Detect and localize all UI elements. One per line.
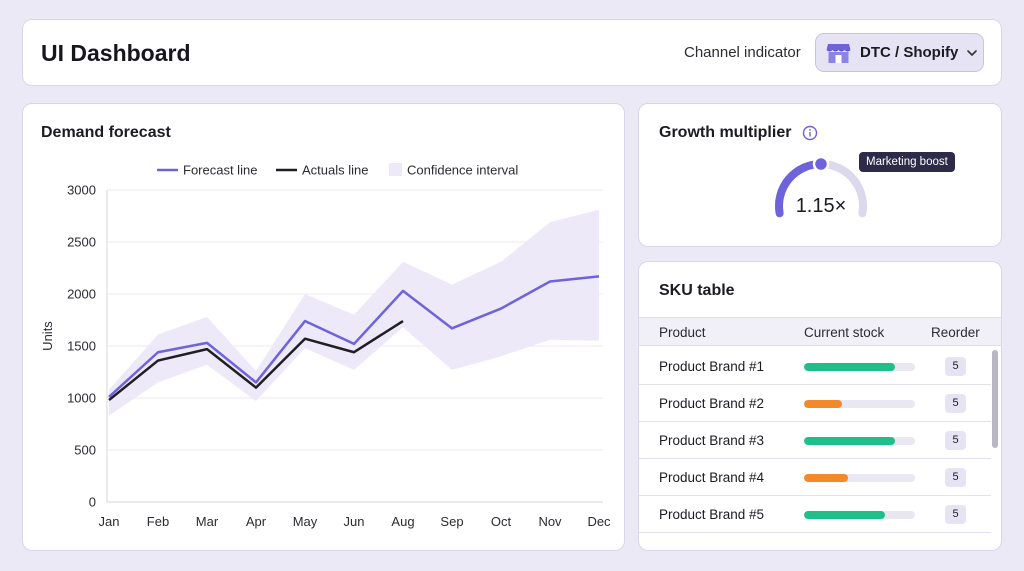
store-icon xyxy=(826,43,851,63)
x-tick-label: Aug xyxy=(391,514,414,529)
legend-actuals-label: Actuals line xyxy=(302,163,368,178)
stock-bar xyxy=(804,400,915,408)
channel-indicator-label: Channel indicator xyxy=(684,44,801,61)
scrollbar-thumb[interactable] xyxy=(992,350,998,448)
legend-confidence-label: Confidence interval xyxy=(407,163,518,178)
x-tick-label: Jun xyxy=(344,514,365,529)
stock-bar-fill xyxy=(804,363,896,371)
table-row[interactable]: Product Brand #2 5 xyxy=(639,385,991,422)
product-name: Product Brand #4 xyxy=(659,470,765,485)
y-tick-label: 0 xyxy=(89,495,96,510)
chart-legend: Forecast line Actuals line Confidence in… xyxy=(157,163,518,178)
column-header-product[interactable]: Product xyxy=(659,325,706,340)
reorder-badge[interactable]: 5 xyxy=(945,505,966,524)
gauge-value: 1.15× xyxy=(796,195,847,217)
x-tick-label: Mar xyxy=(196,514,219,529)
table-row[interactable]: Product Brand #3 5 xyxy=(639,422,991,459)
channel-value: DTC / Shopify xyxy=(860,44,959,61)
y-axis-label: Units xyxy=(40,321,55,351)
stock-bar xyxy=(804,437,915,445)
x-tick-label: Nov xyxy=(538,514,562,529)
x-tick-label: May xyxy=(293,514,318,529)
y-tick-label: 2500 xyxy=(67,235,96,250)
header-bar: UI Dashboard Channel indicator DTC / Sho… xyxy=(22,19,1002,86)
forecast-line xyxy=(108,275,600,398)
gauge-handle[interactable] xyxy=(812,155,830,173)
forecast-chart: Forecast line Actuals line Confidence in… xyxy=(40,163,611,530)
legend-forecast-label: Forecast line xyxy=(183,163,257,178)
column-header-reorder[interactable]: Reorder xyxy=(931,325,980,340)
forecast-title: Demand forecast xyxy=(41,124,171,141)
product-name: Product Brand #3 xyxy=(659,433,765,448)
info-icon[interactable] xyxy=(802,125,818,141)
reorder-badge[interactable]: 5 xyxy=(945,357,966,376)
confidence-interval-band xyxy=(109,209,599,416)
actuals-line xyxy=(108,319,404,402)
sku-table-card: SKU table Product Current stock Reorder … xyxy=(638,261,1002,551)
page-title: UI Dashboard xyxy=(41,40,191,66)
y-tick-label: 3000 xyxy=(67,183,96,198)
table-row[interactable]: Product Brand #1 5 xyxy=(639,348,991,385)
growth-title: Growth multiplier xyxy=(659,124,792,141)
marketing-boost-tooltip: Marketing boost xyxy=(859,152,955,172)
stock-bar-fill xyxy=(804,511,886,519)
y-tick-label: 500 xyxy=(74,443,96,458)
growth-multiplier-card: Growth multiplier 1.15× Marketing boost xyxy=(638,103,1002,247)
x-tick-label: Apr xyxy=(246,514,267,529)
x-tick-label: Oct xyxy=(491,514,512,529)
x-tick-label: Feb xyxy=(147,514,169,529)
product-name: Product Brand #2 xyxy=(659,396,765,411)
y-tick-label: 1000 xyxy=(67,391,96,406)
table-row[interactable]: Product Brand #5 5 xyxy=(639,496,991,533)
sku-title: SKU table xyxy=(659,282,735,299)
stock-bar-fill xyxy=(804,437,896,445)
column-header-current-stock[interactable]: Current stock xyxy=(804,325,885,340)
demand-forecast-card: Demand forecast Forecast line Actuals li… xyxy=(22,103,625,551)
y-tick-label: 2000 xyxy=(67,287,96,302)
stock-bar-fill xyxy=(804,400,842,408)
stock-bar xyxy=(804,474,915,482)
stock-bar xyxy=(804,363,915,371)
x-tick-label: Jan xyxy=(99,514,120,529)
x-tick-label: Sep xyxy=(440,514,463,529)
product-name: Product Brand #1 xyxy=(659,359,765,374)
product-name: Product Brand #5 xyxy=(659,507,765,522)
x-tick-label: Dec xyxy=(587,514,611,529)
chevron-down-icon xyxy=(967,49,978,56)
table-row[interactable]: Product Brand #4 5 xyxy=(639,459,991,496)
reorder-badge[interactable]: 5 xyxy=(945,468,966,487)
growth-gauge: 1.15× xyxy=(775,155,867,218)
gauge-fill xyxy=(775,160,825,218)
channel-select[interactable]: DTC / Shopify xyxy=(815,33,984,72)
reorder-badge[interactable]: 5 xyxy=(945,431,966,450)
reorder-badge[interactable]: 5 xyxy=(945,394,966,413)
table-header: Product Current stock Reorder xyxy=(639,317,1001,346)
y-tick-label: 1500 xyxy=(67,339,96,354)
legend-confidence-swatch xyxy=(389,163,402,176)
stock-bar xyxy=(804,511,915,519)
stock-bar-fill xyxy=(804,474,849,482)
